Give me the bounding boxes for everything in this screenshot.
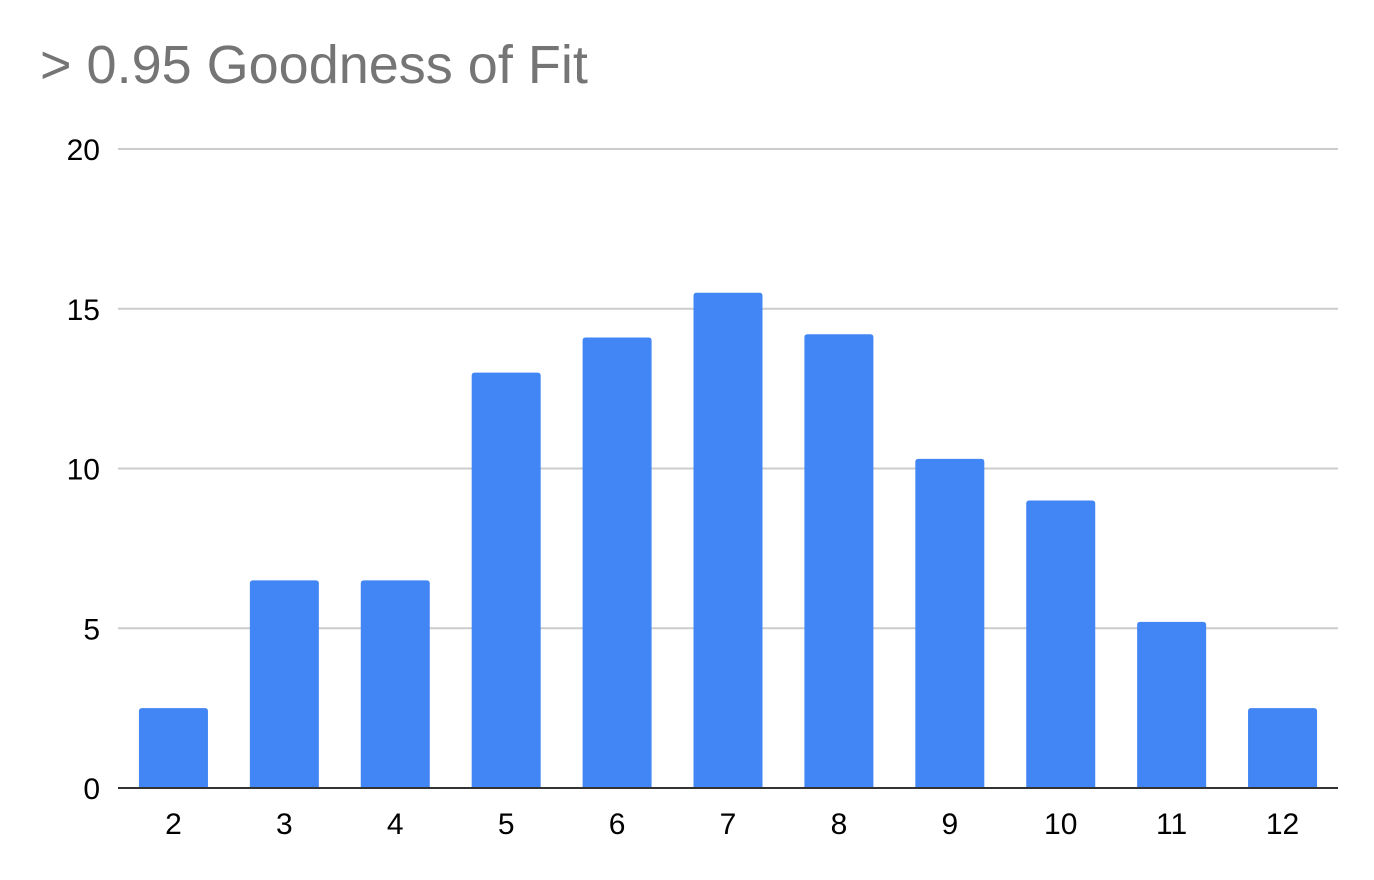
bar [693,292,763,788]
x-tick-label: 12 [1266,808,1299,841]
y-tick-label: 10 [67,454,100,487]
bar [138,708,208,788]
y-tick-label: 5 [83,613,100,646]
y-tick-label: 15 [67,294,100,327]
x-tick-label: 3 [276,808,293,841]
x-tick-label: 9 [941,808,958,841]
x-tick-label: 11 [1156,808,1187,841]
x-tick-label: 4 [387,808,404,841]
x-tick-label: 10 [1044,808,1077,841]
bars [138,292,1318,788]
y-tick-label: 20 [67,134,100,167]
x-tick-label: 6 [609,808,626,841]
bar [582,337,652,788]
bar [804,334,874,788]
y-axis-ticks: 0 5 10 15 20 [67,134,100,806]
x-tick-label: 8 [831,808,848,841]
bar [1248,708,1318,788]
bar [915,458,985,788]
x-tick-label: 5 [498,808,515,841]
bar [471,372,541,788]
x-tick-label: 2 [165,808,182,841]
x-axis-ticks: 2 3 4 5 6 7 8 9 10 11 12 [165,808,1299,841]
bar [1026,500,1096,788]
chart-title: > 0.95 Goodness of Fit [40,35,588,95]
bar [249,580,319,788]
bar [1137,621,1207,788]
x-tick-label: 7 [720,808,737,841]
y-tick-label: 0 [83,773,100,806]
bar [360,580,430,788]
